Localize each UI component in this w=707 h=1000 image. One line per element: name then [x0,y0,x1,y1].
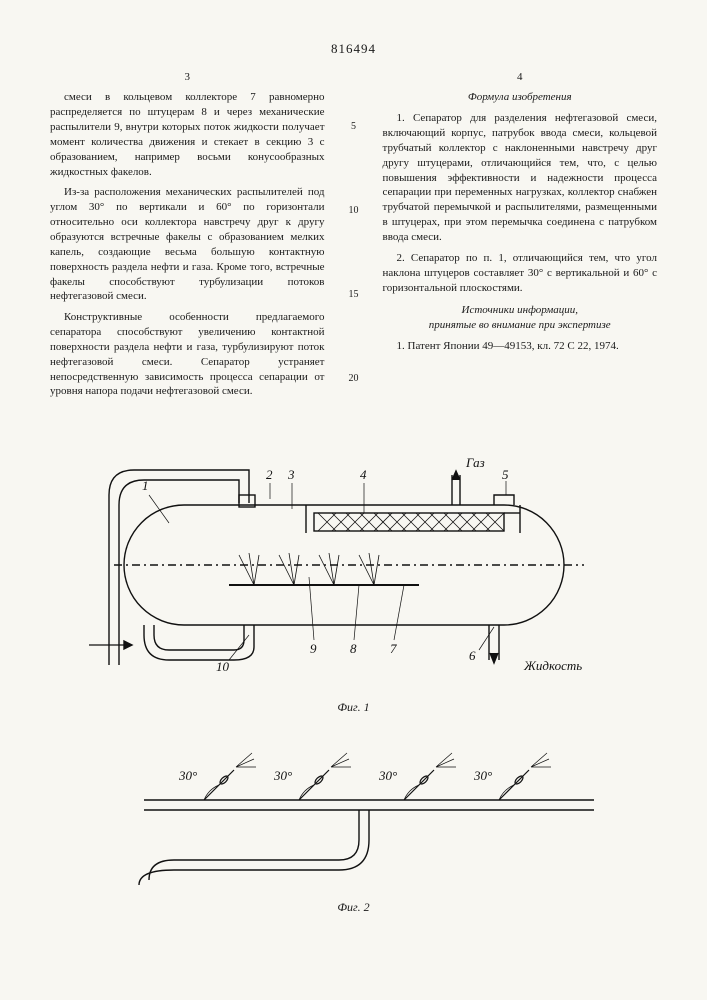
fig1-label-10: 10 [216,659,230,674]
line-marker: 20 [347,372,361,386]
claim-1: 1. Сепаратор для разделения нефтегазовой… [383,111,658,245]
fig2-angle-3: 30° [378,768,397,783]
fig1-label-4: 4 [360,467,367,482]
source-1: 1. Патент Японии 49—49153, кл. 72 С 22, … [383,339,658,354]
sources-title: Источники информации, принятые во вниман… [383,303,658,333]
line-marker: 15 [347,288,361,302]
fig1-label-9: 9 [310,641,317,656]
fig2-angle-1: 30° [178,768,197,783]
fig1-label-1: 1 [142,478,149,493]
fig1-label-8: 8 [350,641,357,656]
figure-1: 1 2 3 4 5 6 7 8 9 10 Газ Жидкость Фиг. 1 [50,435,657,715]
fig1-label-7: 7 [390,641,397,656]
figure-2-svg: 30° 30° 30° 30° [94,745,614,895]
claim-2: 2. Сепаратор по п. 1, отличающийся тем, … [383,251,658,296]
left-p1: смеси в кольцевом коллекторе 7 равномерн… [50,90,325,179]
fig1-label-6: 6 [469,648,476,663]
text-columns: 3 смеси в кольцевом коллекторе 7 равноме… [50,70,657,406]
fig2-angle-2: 30° [273,768,292,783]
fig1-gas-label: Газ [465,455,485,470]
fig2-angle-4: 30° [473,768,492,783]
figure-2-caption: Фиг. 2 [50,899,657,915]
line-number-gutter: 5 10 15 20 [347,70,361,406]
line-marker: 10 [347,204,361,218]
left-column: 3 смеси в кольцевом коллекторе 7 равноме… [50,70,325,406]
left-p3: Конструктивные особенности предлагаемого… [50,310,325,399]
figure-2: 30° 30° 30° 30° Фиг. 2 [50,745,657,915]
document-number: 816494 [50,40,657,58]
fig1-label-3: 3 [287,467,295,482]
left-page-number: 3 [50,70,325,85]
line-marker: 5 [347,120,361,134]
right-page-number: 4 [383,70,658,85]
figure-1-svg: 1 2 3 4 5 6 7 8 9 10 Газ Жидкость [74,435,634,695]
fig1-label-2: 2 [266,467,273,482]
fig1-liquid-label: Жидкость [523,658,582,673]
fig1-label-5: 5 [502,467,509,482]
claims-title: Формула изобретения [383,90,658,105]
figure-1-caption: Фиг. 1 [50,699,657,715]
right-column: 4 Формула изобретения 1. Сепаратор для р… [383,70,658,406]
left-p2: Из-за расположения механических распылит… [50,185,325,304]
